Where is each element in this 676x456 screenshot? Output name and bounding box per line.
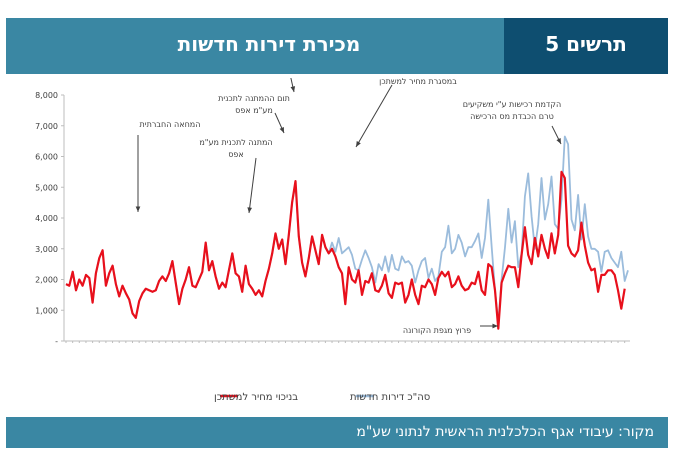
y-tick-label: - [55, 337, 58, 346]
footer-bar: מקור: עיבודי אגף הכלכלנית הראשית לנתוני … [6, 417, 668, 448]
annotation-text: פרוץ מגפת הקורונה [403, 326, 471, 335]
annotation-arrowhead [492, 323, 498, 329]
y-tick-label: 8,000 [35, 91, 58, 100]
chart-annotation: הקדמת רכישות ע"י משקיעים טרם הכבדת מס הרכ… [463, 100, 562, 145]
series-layer [65, 135, 629, 330]
legend-item: סה"כ דירות חדשות [350, 392, 430, 403]
chart-annotation: תחילת מכירות בפועל לזכאיםבמסגרת מחיר למש… [355, 78, 457, 148]
annotation-arrowhead [135, 206, 141, 212]
annotation-arrowhead [356, 141, 361, 147]
y-tick-label: 6,000 [35, 153, 58, 162]
annotation-arrowhead [279, 127, 284, 133]
annotation-arrowhead [556, 138, 561, 144]
y-axis: - 1,000 2,000 3,000 4,000 5,000 6,000 7,000 8,00… [35, 91, 65, 346]
annotation-text: המתנה לתכנית מע"מ [199, 138, 272, 147]
annotation-text: הקדמת רכישות ע"י משקיעים [463, 100, 561, 109]
chart-annotation: תום ההמתנה לתכנית מע"מ אפס [218, 94, 290, 134]
annotation-layer: המחאה החברתית המתנה לתכנית מע"מ אפס תום ההמ… [135, 78, 562, 335]
chart-number-label: תרשים 5 [545, 32, 627, 56]
chart-title: מכירת דירות חדשות [177, 32, 361, 56]
annotation-arrowhead [247, 207, 253, 213]
annotation-arrow [248, 157, 257, 214]
y-tick-label: 5,000 [35, 183, 58, 192]
y-tick-label: 4,000 [35, 214, 58, 223]
chart-legend: סה"כ דירות חדשות בניכוי מחיר למשתכן [214, 392, 430, 403]
y-tick-label: 2,000 [35, 276, 58, 285]
source-note: מקור: עיבודי אגף הכלכלנית הראשית לנתוני … [356, 424, 654, 440]
annotation-text: תום ההמתנה לתכנית [218, 94, 290, 103]
y-tick-label: 7,000 [35, 122, 58, 131]
y-tick-label: 1,000 [35, 306, 58, 315]
annotation-text: מע"מ אפס [235, 106, 273, 115]
chart-annotation: המחאה החברתית [135, 120, 201, 212]
annotation-arrow [355, 84, 393, 148]
annotation-text: המחאה החברתית [140, 120, 201, 129]
legend-label: סה"כ דירות חדשות [350, 392, 430, 403]
annotation-text: במסגרת מחיר למשתכן [379, 78, 457, 86]
header-bar: מכירת דירות חדשות תרשים 5 [6, 18, 668, 74]
series-line-net [65, 170, 626, 330]
x-axis [64, 340, 630, 343]
annotation-arrowhead [290, 86, 296, 92]
y-tick-label: 3,000 [35, 245, 58, 254]
annotation-text: אפס [228, 150, 244, 159]
chart-annotation: המתנה לתכנית מע"מ אפס [199, 138, 273, 214]
line-chart: - 1,000 2,000 3,000 4,000 5,000 6,000 7,000 8,00… [35, 78, 630, 403]
legend-label: בניכוי מחיר למשתכן [214, 392, 298, 403]
annotation-text: טרם הכבדת מס הרכישה [470, 112, 554, 121]
chart-annotation: פרוץ מגפת הקורונה [403, 323, 498, 335]
chart-number-badge: תרשים 5 [504, 18, 668, 74]
legend-item: בניכוי מחיר למשתכן [214, 392, 298, 403]
